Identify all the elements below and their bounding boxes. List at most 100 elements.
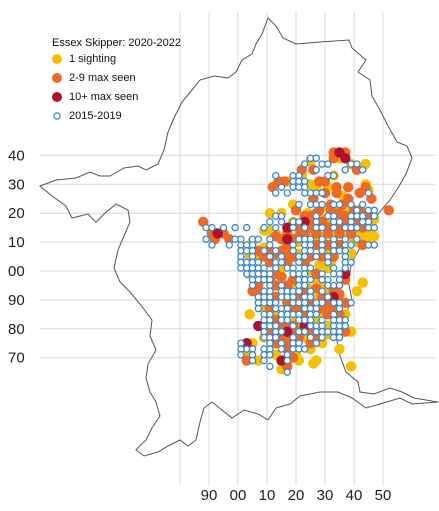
dot-ten bbox=[276, 355, 287, 366]
dot-ten bbox=[253, 320, 264, 332]
dot-one bbox=[311, 355, 322, 366]
dot-old bbox=[306, 333, 315, 342]
dot-old bbox=[300, 223, 309, 232]
dot-one bbox=[357, 277, 368, 288]
dot-old bbox=[289, 322, 297, 330]
dot-old bbox=[295, 200, 303, 209]
dot-mid bbox=[316, 251, 328, 262]
dot-mid bbox=[287, 274, 299, 285]
dot-old bbox=[300, 281, 309, 290]
dot-old bbox=[295, 258, 303, 267]
dot-one bbox=[311, 314, 322, 326]
dot-mid bbox=[311, 268, 322, 280]
y-tick-label: 10 bbox=[8, 234, 25, 251]
dot-old bbox=[271, 171, 280, 180]
dot-old bbox=[318, 333, 326, 342]
x-tick-label: 30 bbox=[317, 487, 334, 504]
dot-old bbox=[289, 223, 297, 232]
legend-marker-old bbox=[53, 112, 61, 120]
legend-label-ten: 10+ max seen bbox=[69, 91, 138, 103]
dot-old bbox=[335, 218, 344, 226]
dot-old bbox=[277, 218, 286, 226]
dot-old bbox=[260, 223, 268, 232]
dot-mid bbox=[270, 280, 281, 291]
legend-title: Essex Skipper: 2020-2022 bbox=[52, 37, 181, 49]
dot-old bbox=[266, 218, 274, 226]
dot-ten bbox=[241, 338, 252, 349]
dot-old bbox=[341, 264, 350, 272]
dot-mid bbox=[334, 228, 345, 239]
dot-old bbox=[266, 362, 274, 371]
y-axis-ticks: 40 30 20 10 00 90 80 70 bbox=[8, 147, 25, 366]
dot-old bbox=[208, 241, 216, 249]
dot-old bbox=[312, 252, 321, 261]
dot-mid bbox=[351, 164, 363, 176]
dot-one bbox=[334, 343, 345, 355]
dot-old bbox=[341, 166, 350, 174]
dot-ten bbox=[282, 222, 293, 233]
dot-mid bbox=[270, 338, 281, 349]
dot-old bbox=[347, 299, 355, 307]
dot-old bbox=[324, 160, 332, 168]
dot-old bbox=[248, 356, 257, 365]
y-tick-label: 80 bbox=[8, 321, 25, 338]
dot-mid bbox=[322, 309, 334, 320]
dot-old bbox=[289, 247, 297, 255]
dot-old bbox=[248, 281, 257, 290]
dot-mid bbox=[264, 303, 276, 314]
dot-mid bbox=[357, 239, 368, 251]
dot-old bbox=[353, 223, 361, 232]
dot-ten bbox=[282, 326, 293, 337]
dot-mid bbox=[316, 291, 328, 303]
dot-one bbox=[351, 286, 363, 297]
dot-old bbox=[300, 327, 309, 336]
dot-old bbox=[335, 333, 344, 342]
dot-old bbox=[237, 351, 245, 359]
dot-mid bbox=[287, 251, 299, 262]
dot-one bbox=[244, 309, 255, 320]
dot-old bbox=[283, 189, 292, 197]
dot-old bbox=[306, 275, 315, 284]
dot-mid bbox=[311, 228, 322, 239]
dot-old bbox=[306, 293, 315, 301]
dot-old bbox=[300, 160, 309, 168]
dot-mid bbox=[311, 332, 322, 343]
dot-mid bbox=[334, 309, 345, 320]
dot-mid bbox=[305, 297, 316, 308]
dot-mid bbox=[363, 210, 374, 222]
dot-old bbox=[324, 258, 332, 267]
dot-old bbox=[370, 223, 379, 232]
dot-old bbox=[300, 189, 309, 197]
dot-old bbox=[254, 304, 263, 313]
legend-marker-mid bbox=[52, 73, 62, 83]
dot-ten bbox=[340, 153, 351, 164]
dot-old bbox=[353, 235, 361, 243]
dot-mid bbox=[253, 245, 264, 256]
dot-old bbox=[347, 258, 355, 267]
y-tick-label: 40 bbox=[8, 147, 25, 164]
dot-old bbox=[335, 281, 344, 290]
dot-one bbox=[322, 320, 334, 332]
dot-old bbox=[260, 247, 268, 255]
dot-mid bbox=[224, 234, 235, 245]
dot-old bbox=[283, 356, 292, 365]
dot-ten bbox=[340, 268, 351, 280]
dot-old bbox=[318, 247, 326, 255]
dot-mid bbox=[357, 222, 368, 233]
dot-old bbox=[353, 160, 361, 168]
dot-ten bbox=[328, 291, 339, 303]
dot-old bbox=[300, 345, 309, 353]
dot-mid bbox=[345, 228, 357, 239]
legend-label-old: 2015-2019 bbox=[69, 110, 122, 122]
dot-old bbox=[347, 241, 355, 249]
x-tick-label: 00 bbox=[230, 487, 247, 504]
dot-old bbox=[306, 264, 315, 272]
legend-marker-one bbox=[52, 54, 62, 64]
dot-old bbox=[318, 299, 326, 307]
dot-old bbox=[277, 258, 286, 267]
dot-old bbox=[208, 223, 216, 232]
x-tick-label: 20 bbox=[288, 487, 305, 504]
dot-old bbox=[283, 316, 292, 324]
dot-old bbox=[335, 304, 344, 313]
dot-mid bbox=[305, 251, 316, 262]
